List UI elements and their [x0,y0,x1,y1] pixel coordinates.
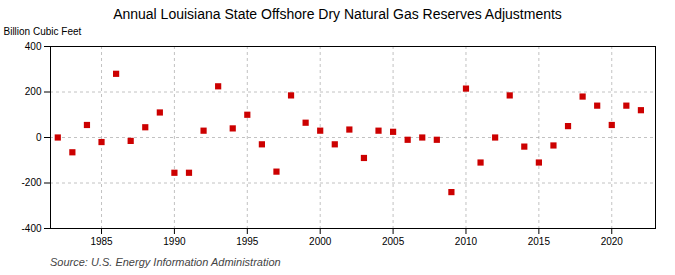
svg-text:400: 400 [25,41,42,52]
svg-text:2005: 2005 [382,236,405,247]
svg-text:Billion Cubic Feet: Billion Cubic Feet [4,26,82,37]
svg-text:-400: -400 [21,223,41,234]
svg-text:1995: 1995 [236,236,259,247]
svg-text:2010: 2010 [455,236,478,247]
svg-text:1990: 1990 [163,236,186,247]
svg-text:2020: 2020 [601,236,624,247]
html-text:Source: U.S. Energy Informatio: Source: U.S. Energy Information Administ… [50,256,281,268]
svg-text:-200: -200 [21,177,41,188]
html-text:Annual Louisiana State Offshor: Annual Louisiana State Offshore Dry Natu… [113,6,562,22]
svg-text:200: 200 [25,86,42,97]
svg-text:0: 0 [36,132,42,143]
svg-text:2015: 2015 [528,236,551,247]
svg-text:2000: 2000 [309,236,332,247]
svg-text:1985: 1985 [90,236,113,247]
